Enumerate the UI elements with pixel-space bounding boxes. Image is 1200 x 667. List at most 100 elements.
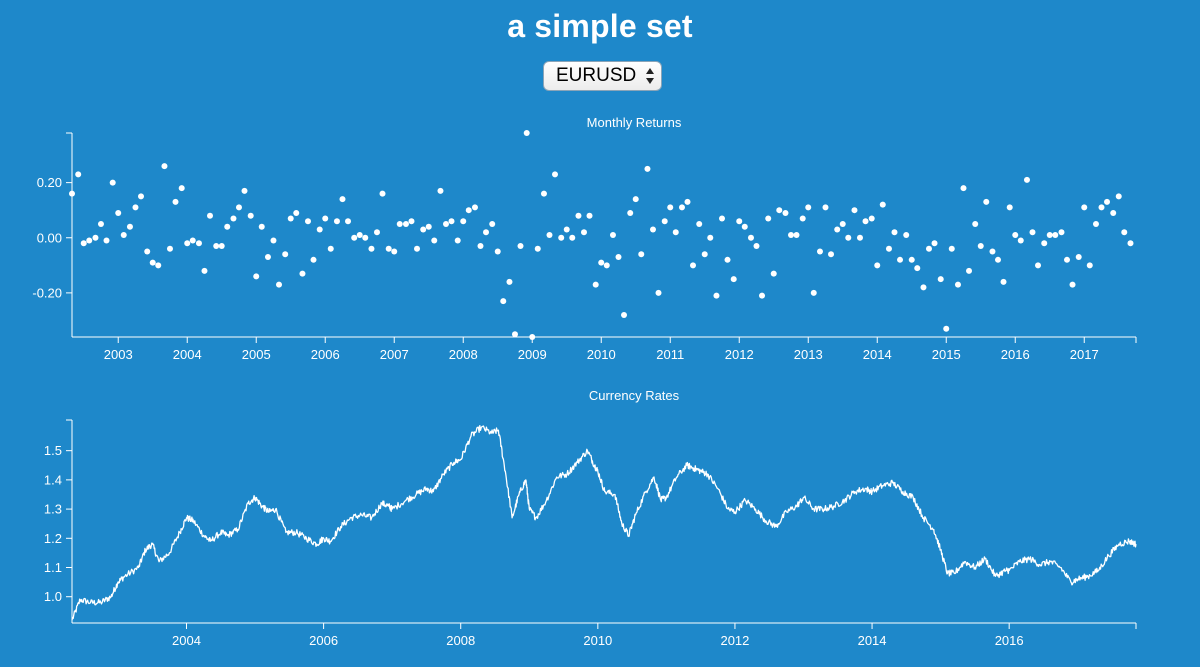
return-point	[69, 190, 75, 197]
return-point	[276, 281, 283, 288]
return-point	[1115, 193, 1122, 200]
return-point	[632, 196, 639, 203]
return-point	[333, 218, 340, 225]
return-point	[345, 218, 352, 225]
return-point	[966, 267, 973, 274]
return-point	[224, 223, 231, 230]
return-point	[1052, 232, 1059, 238]
return-point	[316, 226, 323, 233]
monthly-returns-x-tick-label: 2014	[863, 347, 892, 362]
return-point	[1086, 262, 1093, 269]
return-point	[391, 248, 398, 255]
return-point	[983, 198, 990, 205]
return-point	[1023, 176, 1030, 183]
return-point	[264, 254, 271, 261]
return-point	[615, 254, 622, 261]
return-point	[644, 165, 651, 172]
currency-rates-x-tick-label: 2004	[172, 633, 201, 648]
currency-rates-y-tick-label: 1.2	[44, 531, 62, 546]
return-point	[489, 220, 496, 227]
return-point	[155, 262, 162, 269]
return-point	[172, 198, 179, 205]
return-point	[701, 251, 708, 258]
return-point	[166, 245, 173, 252]
currency-rates-x-tick-label: 2008	[446, 633, 475, 648]
monthly-returns-x-tick-label: 2017	[1070, 347, 1099, 362]
return-point	[954, 281, 961, 288]
return-point	[765, 215, 772, 222]
return-point	[609, 232, 616, 238]
currency-rates-x-tick-label: 2016	[995, 633, 1024, 648]
return-point	[241, 187, 248, 194]
return-point	[138, 193, 145, 200]
return-point	[718, 215, 725, 222]
return-point	[931, 240, 938, 247]
currency-rates-y-tick-label: 1.4	[44, 472, 62, 487]
return-point	[494, 248, 501, 255]
monthly-returns-x-tick-label: 2007	[380, 347, 409, 362]
return-point	[414, 245, 421, 252]
return-point	[402, 220, 409, 227]
currency-rates-chart-group: Currency Rates 1.0 1.1 1.2 1.3 1.4 1.5 2004 2006…	[44, 388, 1137, 648]
return-point	[184, 240, 191, 247]
return-point	[667, 204, 674, 211]
return-point	[1063, 256, 1070, 263]
return-point	[1017, 237, 1024, 244]
return-point	[1075, 254, 1082, 261]
return-point	[189, 237, 196, 244]
return-point	[776, 207, 783, 214]
return-point	[534, 245, 541, 252]
return-point	[201, 267, 208, 274]
return-point	[327, 245, 334, 252]
return-point	[621, 311, 628, 318]
return-point	[696, 220, 703, 227]
return-point	[805, 204, 812, 211]
currency-rates-x-tick-label: 2014	[858, 633, 887, 648]
return-point	[943, 325, 950, 332]
return-point	[207, 212, 214, 219]
monthly-returns-x-tick-label: 2003	[104, 347, 133, 362]
monthly-returns-chart-group: Monthly Returns -0.20 0.00 0.20 2003 2004 2005…	[32, 115, 1137, 362]
currency-rates-y-tick-label: 1.5	[44, 443, 62, 458]
return-point	[299, 270, 306, 277]
return-point	[293, 209, 300, 216]
return-point	[161, 163, 168, 170]
return-point	[454, 237, 461, 244]
return-point	[649, 226, 656, 233]
return-point	[373, 229, 380, 236]
return-point	[724, 256, 731, 263]
monthly-returns-x-tick-label: 2013	[794, 347, 823, 362]
return-point	[385, 245, 392, 252]
currency-rates-y-tick-label: 1.1	[44, 560, 62, 575]
monthly-returns-x-tick-label: 2008	[449, 347, 478, 362]
currency-pair-select[interactable]: EURUSD	[543, 61, 662, 91]
return-point	[989, 248, 996, 255]
monthly-returns-y-tick-label: 0.00	[37, 230, 62, 245]
return-point	[109, 179, 116, 186]
return-point	[120, 232, 127, 238]
return-point	[558, 234, 565, 241]
return-point	[552, 171, 559, 178]
return-point	[178, 185, 185, 192]
currency-rates-title: Currency Rates	[589, 388, 680, 403]
return-point	[972, 220, 979, 227]
return-point	[339, 196, 346, 203]
return-point	[540, 190, 547, 197]
return-point	[903, 232, 910, 238]
return-point	[322, 215, 329, 222]
return-point	[839, 220, 846, 227]
return-point	[195, 240, 202, 247]
return-point	[431, 237, 438, 244]
return-point	[213, 243, 220, 250]
monthly-returns-x-tick-label: 2012	[725, 347, 754, 362]
return-point	[822, 204, 829, 211]
return-point	[948, 245, 955, 252]
return-point	[379, 190, 386, 197]
return-point	[92, 234, 99, 241]
return-point	[569, 234, 576, 241]
return-point	[465, 207, 472, 214]
return-point	[517, 243, 524, 250]
return-point	[925, 245, 932, 252]
return-point	[782, 209, 789, 216]
